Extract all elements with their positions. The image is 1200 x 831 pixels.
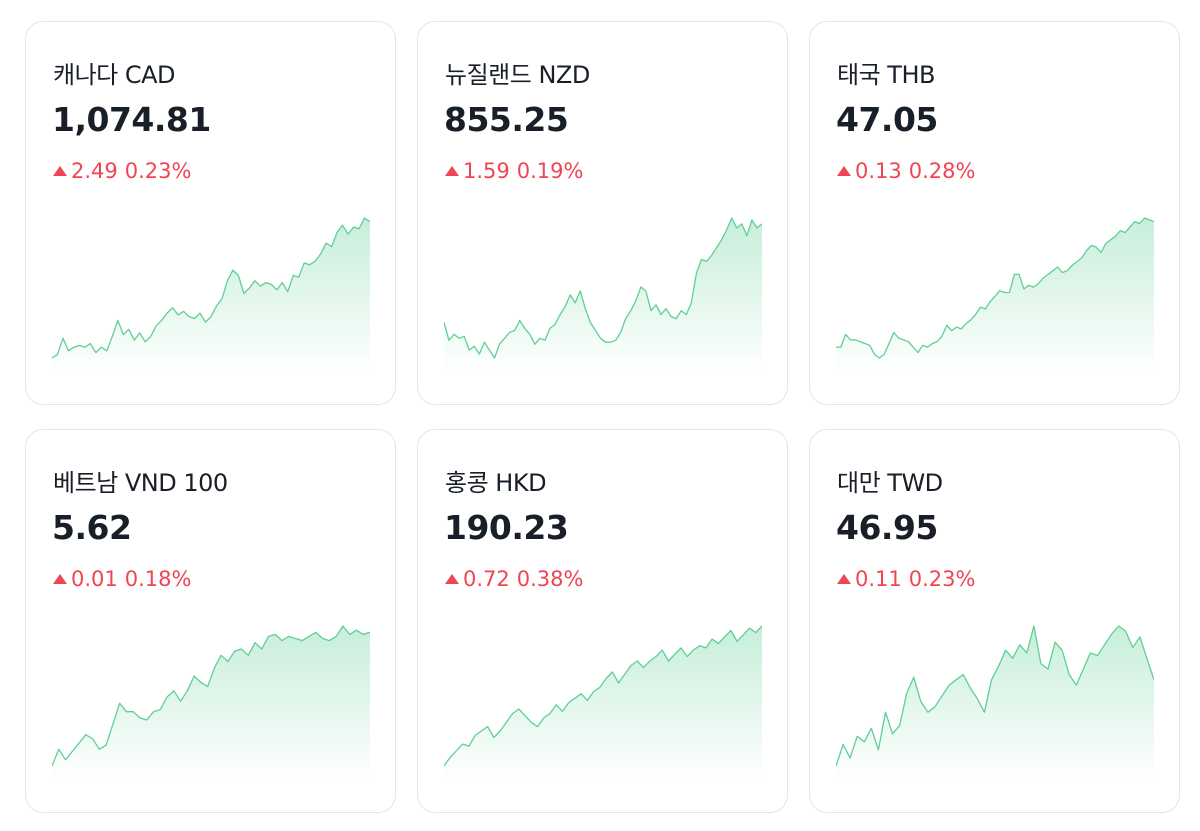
change-percent: 0.23% [124, 159, 192, 183]
currency-change: 0.01 0.18% [53, 567, 191, 591]
sparkline-line [52, 625, 370, 767]
currency-change: 0.13 0.28% [837, 159, 975, 183]
change-amount: 2.49 [71, 159, 118, 183]
triangle-up-icon [53, 166, 67, 176]
change-amount: 0.01 [71, 567, 118, 591]
currency-price: 46.95 [836, 508, 938, 547]
change-amount: 0.72 [463, 567, 510, 591]
change-percent: 0.23% [908, 567, 976, 591]
change-percent: 0.28% [908, 159, 976, 183]
sparkline-line [444, 217, 762, 359]
sparkline-chart [836, 625, 1154, 782]
currency-price: 47.05 [836, 100, 938, 139]
change-percent: 0.38% [516, 567, 584, 591]
rate-card-cad[interactable]: 캐나다 CAD 1,074.81 2.49 0.23% [25, 21, 396, 405]
triangle-up-icon [837, 574, 851, 584]
currency-change: 2.49 0.23% [53, 159, 191, 183]
exchange-rate-grid: 캐나다 CAD 1,074.81 2.49 0.23% 뉴질랜드 NZD 855… [25, 21, 1180, 813]
sparkline-area [52, 218, 370, 374]
sparkline-line [836, 217, 1154, 359]
change-amount: 1.59 [463, 159, 510, 183]
change-percent: 0.19% [516, 159, 584, 183]
triangle-up-icon [445, 166, 459, 176]
change-amount: 0.13 [855, 159, 902, 183]
sparkline-chart [836, 217, 1154, 374]
sparkline-area [836, 218, 1154, 374]
sparkline-area [52, 626, 370, 782]
triangle-up-icon [445, 574, 459, 584]
rate-card-nzd[interactable]: 뉴질랜드 NZD 855.25 1.59 0.19% [417, 21, 788, 405]
currency-change: 1.59 0.19% [445, 159, 583, 183]
sparkline-line [444, 625, 762, 767]
currency-price: 1,074.81 [52, 100, 211, 139]
currency-price: 190.23 [444, 508, 569, 547]
triangle-up-icon [53, 574, 67, 584]
currency-name: 캐나다 CAD [53, 61, 176, 89]
currency-change: 0.11 0.23% [837, 567, 975, 591]
sparkline-line [52, 217, 370, 359]
change-percent: 0.18% [124, 567, 192, 591]
sparkline-chart [444, 217, 762, 374]
currency-name: 태국 THB [837, 61, 935, 89]
sparkline-chart [52, 625, 370, 782]
rate-card-hkd[interactable]: 홍콩 HKD 190.23 0.72 0.38% [417, 429, 788, 813]
currency-name: 대만 TWD [837, 469, 943, 497]
currency-price: 5.62 [52, 508, 132, 547]
currency-name: 뉴질랜드 NZD [445, 61, 590, 89]
sparkline-chart [444, 625, 762, 782]
rate-card-twd[interactable]: 대만 TWD 46.95 0.11 0.23% [809, 429, 1180, 813]
sparkline-area [836, 626, 1154, 782]
sparkline-area [444, 626, 762, 782]
sparkline-area [444, 218, 762, 374]
rate-card-vnd[interactable]: 베트남 VND 100 5.62 0.01 0.18% [25, 429, 396, 813]
currency-name: 홍콩 HKD [445, 469, 547, 497]
change-amount: 0.11 [855, 567, 902, 591]
currency-change: 0.72 0.38% [445, 567, 583, 591]
sparkline-chart [52, 217, 370, 374]
currency-name: 베트남 VND 100 [53, 469, 228, 497]
triangle-up-icon [837, 166, 851, 176]
sparkline-line [836, 625, 1154, 767]
currency-price: 855.25 [444, 100, 569, 139]
rate-card-thb[interactable]: 태국 THB 47.05 0.13 0.28% [809, 21, 1180, 405]
